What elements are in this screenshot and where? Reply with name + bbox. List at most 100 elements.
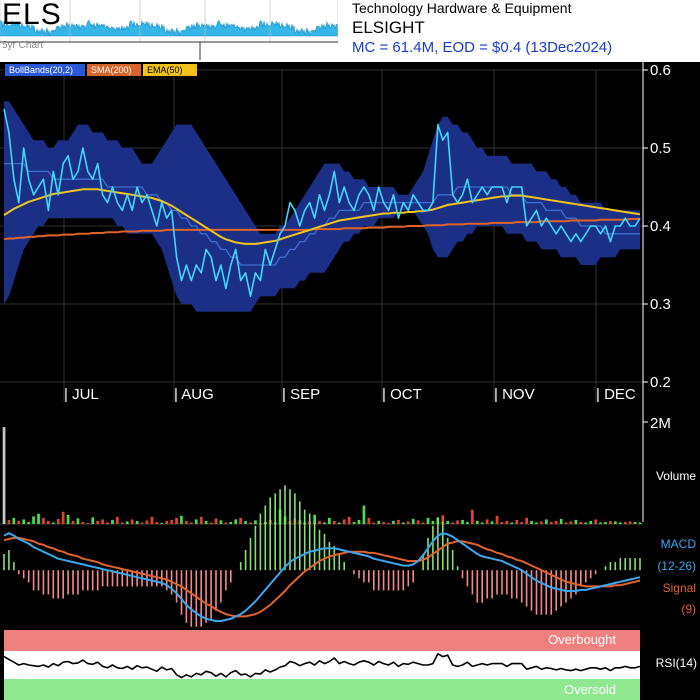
chart-area: 0.6 0.5 0.4 0.3 0.2 | JUL | AUG | SEP | OCT | NOV… <box>0 62 700 700</box>
volume-bar <box>185 520 188 524</box>
volume-bar <box>545 519 548 524</box>
volume-bar <box>402 522 405 524</box>
sparkline-area <box>0 19 338 37</box>
volume-bar <box>2 427 6 524</box>
five-year-sparkline[interactable] <box>0 0 338 60</box>
volume-bar <box>515 519 519 524</box>
volume-bar <box>471 509 474 524</box>
volume-bar <box>229 522 233 524</box>
legend-sma-200: SMA(200) <box>87 64 141 76</box>
volume-bar <box>214 518 218 524</box>
bollinger-band-fill <box>4 101 640 312</box>
volume-bar <box>485 519 489 524</box>
volume-bar <box>406 521 410 524</box>
volume-bar <box>638 522 642 524</box>
volume-bar <box>456 520 459 524</box>
volume-bar <box>121 522 124 524</box>
volume-bar <box>347 516 351 524</box>
volume-bar <box>623 522 627 524</box>
volume-bar <box>116 516 119 524</box>
volume-bar <box>61 511 65 524</box>
month-label: | NOV <box>494 386 535 403</box>
volume-bar <box>362 505 366 524</box>
volume-bar <box>204 520 208 524</box>
neutral-zone <box>4 651 640 679</box>
volume-bar <box>17 520 21 524</box>
header: ELS 5yr Chart Technology Hardware & Equi… <box>0 0 700 62</box>
volume-bar <box>554 520 558 524</box>
sector-label: Technology Hardware & Equipment <box>352 0 572 16</box>
volume-bar <box>549 522 553 524</box>
volume-bar <box>397 519 400 524</box>
volume-bar <box>140 522 144 524</box>
volume-bar <box>234 519 238 524</box>
volume-bar <box>559 518 563 524</box>
volume-bar <box>535 522 538 524</box>
volume-bar <box>584 522 588 524</box>
volume-bar <box>352 522 356 524</box>
volume-bar <box>500 522 504 524</box>
price-tick-label: 0.6 <box>650 62 671 79</box>
volume-bar <box>56 518 60 524</box>
sma200-line <box>3 218 640 241</box>
volume-bar <box>239 517 242 524</box>
month-label: | SEP <box>282 386 320 403</box>
legend-bollinger-bands: BollBands(20,2) <box>5 64 85 76</box>
company-name: ELSIGHT <box>352 18 425 37</box>
macd-panel-label: (9) <box>681 602 696 616</box>
volume-bar <box>249 522 252 524</box>
volume-bar <box>426 517 430 524</box>
volume-bar <box>27 522 30 524</box>
volume-bar <box>22 519 26 524</box>
volume-bar <box>451 522 454 524</box>
volume-bar <box>377 520 381 524</box>
volume-bar <box>194 519 198 524</box>
oversold-zone <box>4 679 640 700</box>
volume-bar <box>466 522 469 524</box>
volume-bar <box>589 520 593 524</box>
volume-bar <box>328 517 331 524</box>
price-line <box>3 108 641 297</box>
ticker-symbol: ELS <box>2 0 62 31</box>
volume-bar <box>254 520 257 524</box>
price-tick-label: 0.5 <box>650 140 671 157</box>
volume-bar <box>461 519 464 524</box>
volume-bar <box>155 522 159 524</box>
volume-bar <box>91 517 95 524</box>
volume-bar <box>614 521 617 524</box>
volume-bar <box>111 519 114 524</box>
volume-bar <box>96 520 99 524</box>
volume-bar <box>130 519 134 524</box>
macd-panel-label: Signal <box>663 581 696 595</box>
volume-bar <box>495 515 499 524</box>
volume-bar <box>525 517 528 524</box>
volume-bar <box>47 520 50 524</box>
volume-bar <box>190 522 193 524</box>
volume-bar <box>313 514 316 524</box>
volume-bar <box>618 522 622 524</box>
stock-chart: 0.6 0.5 0.4 0.3 0.2 | JUL | AUG | SEP | OCT | NOV… <box>0 62 697 700</box>
volume-bar <box>604 522 607 524</box>
volume-bar <box>490 521 494 524</box>
market-cap-line: MC = 61.4M, EOD = $0.4 (13Dec2024) <box>352 39 613 56</box>
volume-bar <box>333 520 336 524</box>
ema50-line <box>3 188 641 245</box>
volume-bar <box>337 522 341 524</box>
volume-bar <box>106 522 109 524</box>
volume-bar <box>476 520 479 524</box>
sparkline-label[interactable]: 5yr Chart <box>2 40 44 51</box>
price-tick-label: 0.4 <box>650 218 671 235</box>
oversold-label: Oversold <box>564 682 616 697</box>
volume-bar <box>480 522 484 524</box>
volume-bar <box>12 517 16 524</box>
volume-bar <box>318 520 321 524</box>
volume-bar <box>510 522 514 524</box>
volume-bar <box>594 519 597 524</box>
volume-max-label: 2M <box>650 415 671 432</box>
volume-bar <box>367 517 371 524</box>
month-label: | DEC <box>596 386 636 403</box>
signal-line <box>3 536 641 618</box>
macd-line <box>3 532 641 623</box>
volume-bar <box>431 520 435 524</box>
volume-bar <box>170 519 173 524</box>
